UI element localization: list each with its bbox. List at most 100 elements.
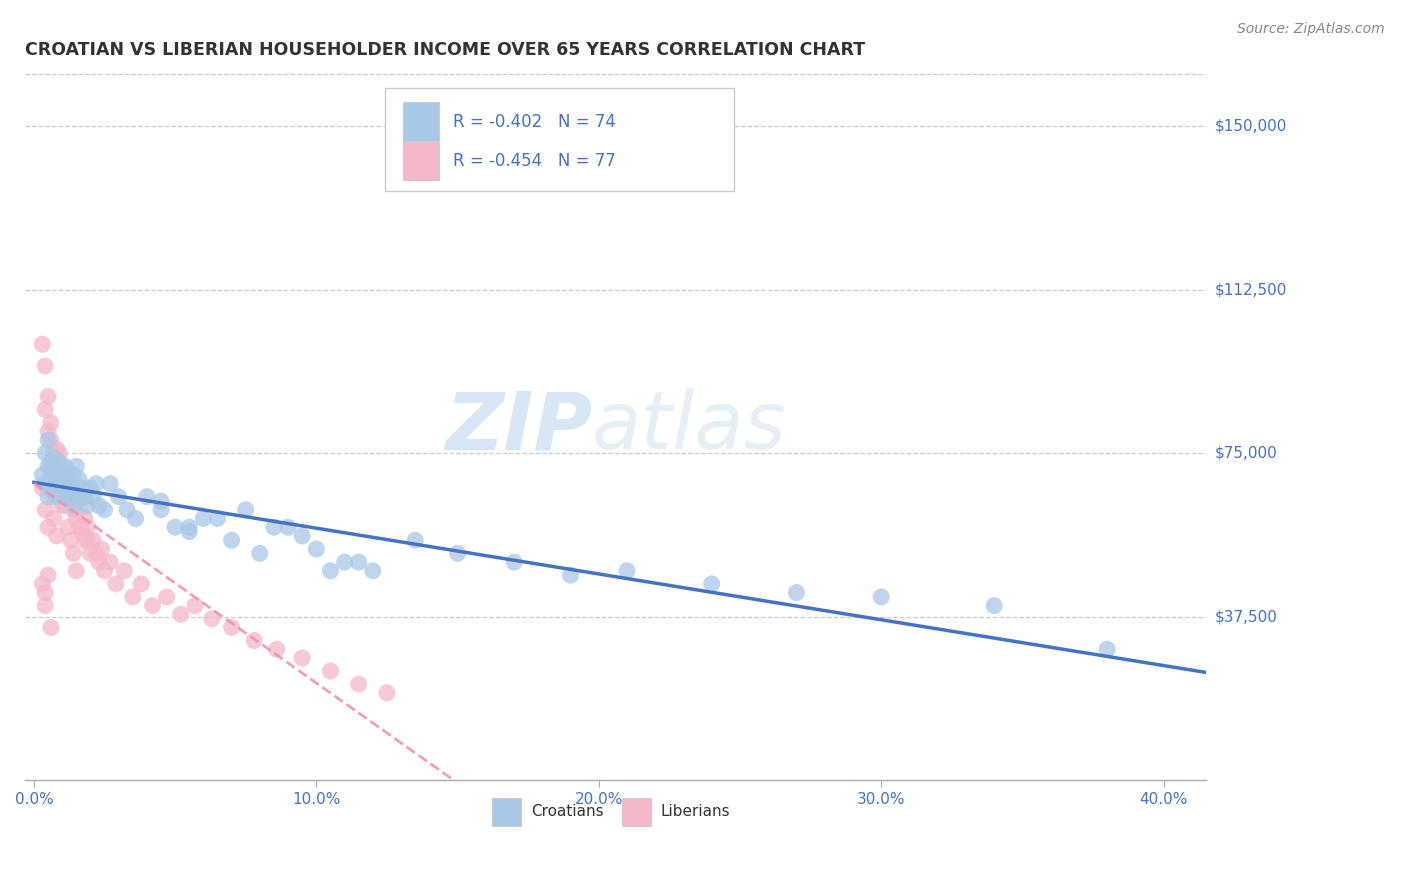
- Text: R = -0.454   N = 77: R = -0.454 N = 77: [453, 152, 616, 169]
- Point: [48, 455, 70, 469]
- Point: [53, 464, 76, 478]
- Point: [53, 472, 76, 486]
- Point: [37, 425, 59, 439]
- Text: Source: ZipAtlas.com: Source: ZipAtlas.com: [1237, 22, 1385, 37]
- Point: [73, 533, 96, 548]
- Text: CROATIAN VS LIBERIAN HOUSEHOLDER INCOME OVER 65 YEARS CORRELATION CHART: CROATIAN VS LIBERIAN HOUSEHOLDER INCOME …: [25, 41, 866, 59]
- Point: [39, 455, 62, 469]
- Point: [65, 459, 87, 474]
- Text: R = -0.402   N = 74: R = -0.402 N = 74: [453, 112, 616, 131]
- Point: [48, 446, 70, 460]
- Point: [179, 524, 201, 539]
- Point: [31, 467, 53, 482]
- Point: [170, 607, 193, 622]
- Point: [42, 511, 65, 525]
- Point: [1095, 642, 1118, 657]
- Point: [73, 511, 96, 525]
- Point: [87, 499, 110, 513]
- Point: [56, 490, 79, 504]
- Point: [70, 524, 93, 539]
- Point: [150, 503, 173, 517]
- Point: [277, 520, 299, 534]
- Point: [124, 511, 146, 525]
- Point: [76, 520, 98, 534]
- Point: [870, 590, 893, 604]
- Point: [51, 476, 73, 491]
- Point: [45, 490, 67, 504]
- Point: [305, 541, 328, 556]
- Point: [48, 459, 70, 474]
- Point: [107, 490, 129, 504]
- Point: [93, 564, 115, 578]
- Point: [51, 467, 73, 482]
- Point: [59, 499, 82, 513]
- Point: [39, 467, 62, 482]
- FancyBboxPatch shape: [404, 141, 439, 180]
- Text: ZIP: ZIP: [444, 388, 592, 466]
- Point: [42, 490, 65, 504]
- Point: [56, 467, 79, 482]
- Point: [700, 577, 723, 591]
- Point: [87, 555, 110, 569]
- Point: [266, 642, 288, 657]
- Point: [42, 446, 65, 460]
- Point: [45, 459, 67, 474]
- Point: [65, 564, 87, 578]
- Point: [70, 490, 93, 504]
- Point: [616, 564, 638, 578]
- Point: [51, 476, 73, 491]
- Point: [53, 481, 76, 495]
- Point: [156, 590, 179, 604]
- Point: [45, 529, 67, 543]
- Point: [65, 511, 87, 525]
- Point: [45, 476, 67, 491]
- Point: [34, 599, 56, 613]
- Point: [221, 533, 243, 548]
- Point: [34, 476, 56, 491]
- Point: [39, 620, 62, 634]
- FancyBboxPatch shape: [404, 103, 439, 141]
- Text: $37,500: $37,500: [1215, 609, 1277, 624]
- Point: [34, 359, 56, 373]
- Point: [67, 520, 90, 534]
- Point: [51, 499, 73, 513]
- Point: [59, 533, 82, 548]
- FancyBboxPatch shape: [621, 797, 651, 826]
- Point: [446, 546, 468, 560]
- Point: [184, 599, 207, 613]
- Point: [31, 577, 53, 591]
- Point: [70, 481, 93, 495]
- Point: [37, 433, 59, 447]
- Point: [983, 599, 1005, 613]
- Point: [53, 499, 76, 513]
- Point: [42, 467, 65, 482]
- Point: [150, 494, 173, 508]
- Point: [291, 651, 314, 665]
- Point: [34, 402, 56, 417]
- Point: [34, 446, 56, 460]
- Point: [67, 490, 90, 504]
- Point: [98, 476, 121, 491]
- Point: [82, 490, 104, 504]
- Point: [112, 564, 135, 578]
- Point: [76, 499, 98, 513]
- Point: [42, 464, 65, 478]
- Point: [404, 533, 426, 548]
- Point: [45, 476, 67, 491]
- Point: [201, 612, 224, 626]
- Text: $150,000: $150,000: [1215, 119, 1286, 134]
- Point: [98, 555, 121, 569]
- Point: [121, 590, 143, 604]
- Point: [193, 511, 215, 525]
- Point: [249, 546, 271, 560]
- Point: [62, 485, 84, 500]
- Point: [39, 433, 62, 447]
- Point: [221, 620, 243, 634]
- Point: [104, 577, 127, 591]
- Point: [34, 503, 56, 517]
- Point: [129, 577, 152, 591]
- Point: [65, 485, 87, 500]
- Point: [56, 467, 79, 482]
- Point: [135, 490, 157, 504]
- Point: [48, 490, 70, 504]
